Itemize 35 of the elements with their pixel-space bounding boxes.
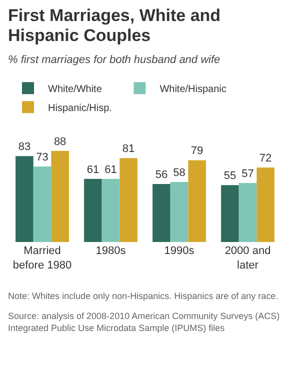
bar: [120, 158, 138, 242]
x-tick-label: Married before 1980: [12, 245, 72, 272]
text: Note: Whites include only non-Hispanics. Hispanics are of any race.: [8, 290, 280, 302]
legend-label: Hispanic/Hisp.: [48, 103, 112, 114]
chart-title: First Marriages, White and Hispanic Couples: [8, 6, 222, 46]
chart-subtitle: % first marriages for both husband and wife: [8, 54, 222, 66]
bar: [152, 184, 170, 242]
legend-label: White/Hispanic: [160, 84, 226, 96]
bar: [170, 182, 188, 242]
data-label: 81: [122, 143, 135, 156]
data-label: 83: [18, 141, 31, 154]
data-label: 72: [259, 152, 272, 164]
data-label: 73: [36, 151, 48, 164]
data-label: 79: [190, 145, 204, 158]
bar: [51, 150, 69, 242]
bar: [238, 183, 257, 242]
bar: [33, 166, 52, 242]
x-tick-label: 1990s: [164, 245, 195, 257]
data-label: 55: [224, 170, 236, 182]
bar: [16, 156, 34, 242]
legend-label: White/White: [48, 84, 102, 96]
x-tick-label: 2000 and later: [224, 245, 271, 272]
bar: [256, 167, 274, 242]
bar: [221, 185, 239, 242]
bar: [188, 160, 206, 242]
data-label: 88: [54, 136, 66, 148]
bar: [84, 178, 102, 242]
data-label: 57: [242, 168, 254, 180]
bar: [102, 178, 120, 242]
data-label: 58: [173, 166, 186, 179]
data-label: 61: [104, 164, 117, 176]
source-note: Source: analysis of 2008-2010 American Community Surveys (ACS) Integrated Public Use Microdata Sample (IPUMS) files: [8, 310, 281, 334]
x-tick-label: 1980s: [96, 245, 126, 257]
data-label: 56: [155, 169, 168, 182]
data-label: 61: [86, 164, 100, 176]
